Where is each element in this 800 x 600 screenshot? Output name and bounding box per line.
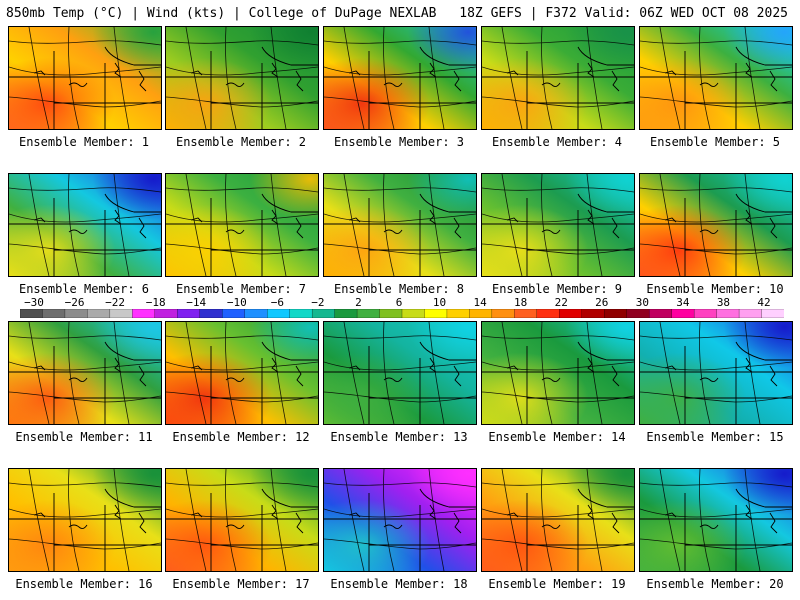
colorbar-segment [199,309,223,318]
colorbar-segment [446,309,471,318]
ensemble-member-map [481,26,635,130]
colorbar-tick-label: 14 [473,296,487,309]
colorbar-segment [671,309,695,318]
ensemble-member-map [639,468,793,572]
colorbar-tick-label: 18 [514,296,528,309]
ensemble-member-map [323,173,477,277]
colorbar-tick-label: 30 [635,296,649,309]
colorbar [20,309,784,318]
colorbar-tick-label: −22 [105,296,126,309]
colorbar-segment [20,309,44,318]
ensemble-member-map [8,468,162,572]
colorbar-segment [42,309,66,318]
ensemble-member-map [165,26,319,130]
ensemble-member-label: Ensemble Member: 3 [333,135,465,149]
colorbar-tick-label: 38 [716,296,731,309]
colorbar-tick-label: −6 [270,296,284,309]
colorbar-segment [604,309,628,318]
ensemble-member-label: Ensemble Member: 13 [330,430,468,444]
colorbar-segment [738,309,763,318]
colorbar-segment [267,309,291,318]
colorbar-segment [626,309,650,318]
colorbar-tick-label: −18 [145,296,166,309]
ensemble-member-label: Ensemble Member: 5 [649,135,781,149]
colorbar-segment [64,309,89,318]
ensemble-member-map [639,26,793,130]
ensemble-member-label: Ensemble Member: 8 [333,282,465,296]
ensemble-member-label: Ensemble Member: 1 [18,135,150,149]
ensemble-member-map [165,468,319,572]
colorbar-segment [334,309,358,318]
ensemble-member-label: Ensemble Member: 18 [330,577,468,591]
valid-time: 18Z GEFS | F372 Valid: 06Z WED OCT 08 20… [459,6,788,21]
ensemble-member-label: Ensemble Member: 16 [15,577,153,591]
colorbar-segment [177,309,201,318]
colorbar-segment [693,309,718,318]
colorbar-segment [559,309,583,318]
ensemble-member-label: Ensemble Member: 11 [15,430,153,444]
colorbar-tick-label: 2 [355,296,362,309]
colorbar-segment [132,309,156,318]
colorbar-segment [514,309,538,318]
colorbar-tick-label: 34 [676,296,690,309]
ensemble-member-map [165,321,319,425]
colorbar-segment [491,309,516,318]
colorbar-tick-label: 6 [395,296,403,309]
ensemble-member-map [481,173,635,277]
colorbar-tick-label: 22 [554,296,568,309]
colorbar-segment [109,309,133,318]
ensemble-member-map [8,173,162,277]
ensemble-member-label: Ensemble Member: 2 [175,135,307,149]
ensemble-member-label: Ensemble Member: 10 [646,282,784,296]
colorbar-tick-label: −10 [226,296,247,309]
ensemble-member-map [323,468,477,572]
ensemble-member-map [323,321,477,425]
map-title: 850mb Temp (°C) | Wind (kts) | College o… [6,6,437,21]
ensemble-member-map [8,26,162,130]
colorbar-tick-label: 10 [432,296,447,309]
colorbar-segment [222,309,246,318]
colorbar-segment [154,309,178,318]
ensemble-member-label: Ensemble Member: 12 [172,430,310,444]
colorbar-segment [87,309,111,318]
ensemble-member-map [639,173,793,277]
colorbar-segment [311,309,336,318]
colorbar-tick-label: 42 [757,296,771,309]
ensemble-member-label: Ensemble Member: 9 [491,282,623,296]
colorbar-segment [356,309,381,318]
ensemble-member-map [481,321,635,425]
ensemble-member-label: Ensemble Member: 19 [488,577,626,591]
ensemble-member-map [8,321,162,425]
colorbar-segment [649,309,673,318]
colorbar-segment [424,309,448,318]
ensemble-member-label: Ensemble Member: 14 [488,430,626,444]
colorbar-segment [244,309,268,318]
colorbar-segment [469,309,493,318]
colorbar-segment [716,309,740,318]
colorbar-tick-label: −26 [64,296,85,309]
ensemble-member-label: Ensemble Member: 17 [172,577,310,591]
ensemble-member-label: Ensemble Member: 20 [646,577,784,591]
colorbar-segment [289,309,313,318]
colorbar-segment [379,309,403,318]
colorbar-segment [401,309,426,318]
colorbar-tick-label: 26 [595,296,609,309]
colorbar-tick-label: −2 [311,296,325,309]
colorbar-segment [536,309,560,318]
ensemble-member-map [481,468,635,572]
colorbar-segment [581,309,605,318]
ensemble-member-label: Ensemble Member: 6 [18,282,150,296]
colorbar-tick-label: −14 [186,296,207,309]
ensemble-member-map [639,321,793,425]
colorbar-tick-label: −30 [24,296,44,309]
colorbar-segment [761,309,784,318]
ensemble-member-label: Ensemble Member: 4 [491,135,623,149]
ensemble-member-label: Ensemble Member: 15 [646,430,784,444]
ensemble-member-map [323,26,477,130]
ensemble-member-map [165,173,319,277]
ensemble-member-label: Ensemble Member: 7 [175,282,307,296]
